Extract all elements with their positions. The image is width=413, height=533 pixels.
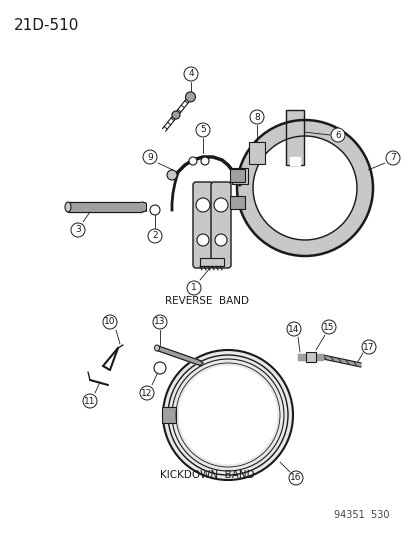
- Polygon shape: [68, 202, 142, 212]
- Circle shape: [286, 322, 300, 336]
- Ellipse shape: [154, 345, 159, 351]
- Bar: [305, 352, 315, 362]
- Circle shape: [195, 198, 209, 212]
- Text: 3: 3: [75, 225, 81, 235]
- Text: 16: 16: [290, 473, 301, 482]
- Text: 94351  530: 94351 530: [334, 510, 389, 520]
- Polygon shape: [142, 202, 146, 212]
- Bar: [230, 196, 244, 209]
- Text: 17: 17: [362, 343, 374, 351]
- FancyBboxPatch shape: [192, 182, 212, 268]
- Polygon shape: [157, 345, 199, 366]
- Circle shape: [214, 198, 228, 212]
- Text: 10: 10: [104, 318, 116, 327]
- Circle shape: [361, 340, 375, 354]
- Polygon shape: [297, 354, 322, 360]
- Text: 7: 7: [389, 154, 395, 163]
- Text: 21D-510: 21D-510: [14, 18, 79, 33]
- Circle shape: [321, 320, 335, 334]
- Circle shape: [171, 111, 180, 119]
- Circle shape: [83, 394, 97, 408]
- Circle shape: [150, 205, 159, 215]
- Text: 12: 12: [141, 389, 152, 398]
- Text: KICKDOWN  BAND: KICKDOWN BAND: [159, 470, 254, 480]
- Circle shape: [183, 67, 197, 81]
- Text: 2: 2: [152, 231, 157, 240]
- Text: 9: 9: [147, 152, 152, 161]
- Circle shape: [197, 234, 209, 246]
- Polygon shape: [163, 350, 292, 480]
- Circle shape: [214, 234, 226, 246]
- Circle shape: [142, 150, 157, 164]
- Circle shape: [201, 157, 209, 165]
- Circle shape: [288, 471, 302, 485]
- Circle shape: [330, 128, 344, 142]
- Polygon shape: [322, 355, 360, 367]
- Text: 5: 5: [199, 125, 205, 134]
- Ellipse shape: [65, 202, 71, 212]
- Text: 11: 11: [84, 397, 95, 406]
- FancyBboxPatch shape: [211, 182, 230, 268]
- Polygon shape: [236, 120, 372, 256]
- Bar: [161, 407, 176, 423]
- Text: 14: 14: [287, 325, 299, 334]
- Circle shape: [140, 386, 154, 400]
- Circle shape: [153, 315, 166, 329]
- Circle shape: [185, 92, 195, 102]
- Circle shape: [189, 157, 197, 165]
- Bar: [248, 142, 264, 164]
- Bar: [230, 169, 244, 182]
- Text: 4: 4: [188, 69, 193, 78]
- Circle shape: [103, 315, 117, 329]
- Text: 6: 6: [334, 131, 340, 140]
- Text: 15: 15: [323, 322, 334, 332]
- Circle shape: [249, 110, 263, 124]
- Bar: [231, 168, 247, 184]
- Circle shape: [154, 362, 166, 374]
- Circle shape: [195, 123, 209, 137]
- Bar: [285, 110, 303, 165]
- Circle shape: [187, 281, 201, 295]
- Circle shape: [147, 229, 161, 243]
- Text: 1: 1: [191, 284, 197, 293]
- Text: REVERSE  BAND: REVERSE BAND: [165, 296, 248, 306]
- Bar: [199, 258, 223, 266]
- Text: 8: 8: [254, 112, 259, 122]
- Polygon shape: [289, 157, 299, 165]
- Circle shape: [71, 223, 85, 237]
- Circle shape: [385, 151, 399, 165]
- Text: 13: 13: [154, 318, 165, 327]
- Circle shape: [166, 170, 177, 180]
